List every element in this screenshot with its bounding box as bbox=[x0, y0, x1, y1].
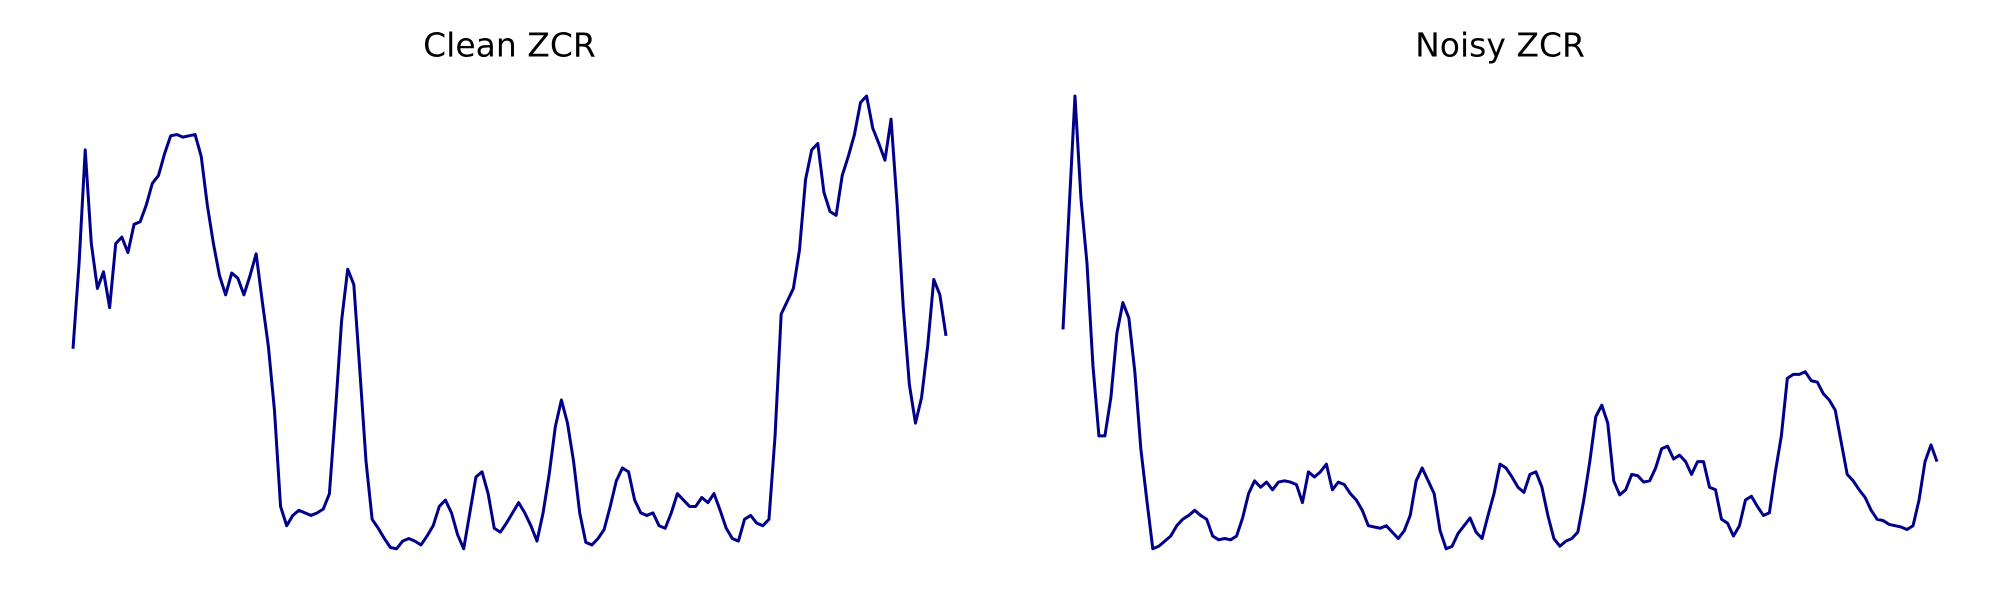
zcr-line bbox=[71, 94, 948, 551]
zcr-line bbox=[1061, 94, 1939, 551]
chart-title: Noisy ZCR bbox=[1415, 26, 1585, 65]
chart-title: Clean ZCR bbox=[423, 26, 596, 65]
